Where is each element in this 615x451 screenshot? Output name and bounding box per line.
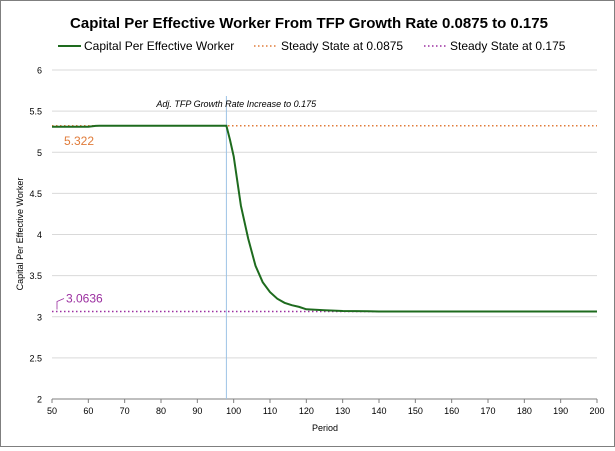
- x-tick-label-100: 100: [226, 406, 241, 416]
- capital-series-line: [52, 124, 597, 313]
- annotation-tfp-increase: Adj. TFP Growth Rate Increase to 0.175: [155, 99, 317, 109]
- legend-label-capital: Capital Per Effective Worker: [84, 39, 234, 53]
- x-tick-label-60: 60: [83, 406, 93, 416]
- y-tick-label-4.5: 4.5: [29, 189, 42, 199]
- y-tick-label-5.5: 5.5: [29, 107, 42, 117]
- y-tick-label-3.5: 3.5: [29, 271, 42, 281]
- x-tick-label-110: 110: [263, 406, 277, 416]
- y-tick-label-2.5: 2.5: [29, 353, 42, 363]
- legend-label-steady-0875: Steady State at 0.0875: [281, 39, 403, 53]
- annotation-value-30636: 3.0636: [66, 292, 103, 306]
- x-tick-label-120: 120: [299, 406, 314, 416]
- y-axis-label: Capital Per Effective Worker: [15, 178, 25, 291]
- x-tick-label-70: 70: [120, 406, 130, 416]
- y-tick-label-5: 5: [37, 148, 42, 158]
- legend-label-steady-175: Steady State at 0.175: [450, 39, 566, 53]
- y-tick-label-6: 6: [37, 66, 42, 76]
- x-tick-label-180: 180: [517, 406, 532, 416]
- y-axis-ticks: 2 2.5 3 3.5 4 4.5 5 5.5 6: [29, 66, 42, 405]
- x-axis-ticks: 50 60 70 80 90 100 110 120 130 140 150 160 170 180 190…: [47, 399, 605, 416]
- x-tick-label-150: 150: [408, 406, 423, 416]
- annotation-value-5322: 5.322: [64, 134, 94, 148]
- x-tick-label-130: 130: [335, 406, 350, 416]
- x-tick-label-80: 80: [156, 406, 166, 416]
- x-axis-label: Period: [312, 423, 338, 433]
- x-tick-label-90: 90: [192, 406, 202, 416]
- x-tick-label-200: 200: [589, 406, 604, 416]
- x-tick-label-160: 160: [444, 406, 459, 416]
- gridlines: [52, 69, 597, 400]
- x-tick-label-190: 190: [553, 406, 568, 416]
- y-tick-label-4: 4: [37, 230, 42, 240]
- y-tick-label-2: 2: [37, 395, 42, 405]
- x-tick-label-170: 170: [480, 406, 495, 416]
- chart-title: Capital Per Effective Worker From TFP Gr…: [70, 15, 548, 32]
- x-tick-label-140: 140: [371, 406, 386, 416]
- x-tick-label-50: 50: [47, 406, 57, 416]
- legend: Capital Per Effective Worker Steady Stat…: [58, 39, 566, 53]
- annotation-leader-30636: [56, 298, 65, 310]
- y-tick-label-3: 3: [37, 312, 42, 322]
